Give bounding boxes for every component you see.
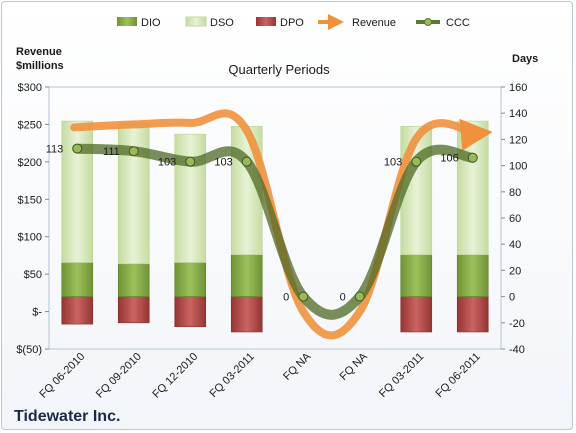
- x-tick-label: FQ 03-2011: [377, 351, 426, 400]
- ccc-data-label: 113: [46, 144, 64, 156]
- plot-title: Quarterly Periods: [228, 62, 330, 77]
- right-axis-title: Days: [512, 53, 538, 65]
- legend-label-dio: DIO: [141, 17, 161, 29]
- left-tick-label: $250: [18, 119, 42, 131]
- dso-bar: [174, 133, 207, 263]
- right-tick-label: 60: [509, 213, 521, 225]
- ccc-data-label: 103: [214, 157, 232, 169]
- dso-bar: [456, 120, 489, 255]
- left-axis: $(50) $- $50 $100 $150 $200 $250 $300: [16, 82, 49, 356]
- x-tick-label: FQ 06-2011: [433, 351, 482, 400]
- lines: 113 111 103 103 0 0 103 106: [46, 109, 493, 340]
- right-tick-label: 100: [509, 161, 527, 173]
- right-tick-label: 40: [509, 239, 521, 251]
- x-tick-label: FQ 03-2011: [207, 351, 256, 400]
- right-tick-label: 160: [509, 82, 527, 94]
- legend-label-dso: DSO: [210, 17, 234, 29]
- x-axis: FQ 06-2010 FQ 09-2010 FQ 12-2010 FQ 03-2011…: [37, 350, 482, 400]
- dio-bar: [456, 254, 489, 297]
- ccc-data-label: 0: [340, 292, 346, 304]
- left-tick-label: $50: [24, 269, 42, 281]
- dio-bar: [61, 262, 94, 297]
- legend-swatch-dpo: [256, 17, 276, 26]
- dpo-bar: [174, 296, 207, 328]
- ccc-line: [72, 143, 478, 320]
- dio-bar: [400, 254, 433, 297]
- ccc-data-label: 106: [440, 153, 458, 165]
- right-tick-label: -40: [509, 344, 525, 356]
- legend-swatch-dso: [185, 16, 207, 27]
- company-name: Tidewater Inc.: [14, 408, 120, 425]
- dpo-bar: [400, 296, 433, 333]
- dio-bar: [230, 254, 263, 297]
- right-tick-label: 0: [509, 292, 515, 304]
- left-axis-title-line2: $millions: [16, 60, 64, 72]
- dso-bar: [61, 120, 94, 263]
- legend-swatch-dio: [117, 17, 137, 26]
- legend-label-revenue: Revenue: [352, 17, 396, 29]
- dpo-bar: [117, 296, 150, 324]
- ccc-data-label: 0: [283, 292, 289, 304]
- x-tick-label: FQ 12-2010: [150, 351, 200, 401]
- ccc-point: [185, 156, 196, 167]
- ccc-point: [128, 146, 139, 157]
- x-tick-label: FQ 06-2010: [37, 351, 87, 401]
- left-tick-label: $300: [18, 82, 42, 94]
- x-tick-label: FQ NA: [281, 350, 314, 383]
- ccc-point: [354, 291, 365, 302]
- x-tick-label: FQ NA: [338, 350, 371, 383]
- left-axis-title-line1: Revenue: [16, 46, 62, 58]
- dpo-bar: [456, 296, 489, 333]
- left-tick-label: $(50): [16, 344, 42, 356]
- right-tick-label: 140: [509, 108, 527, 120]
- left-tick-label: $-: [32, 307, 42, 319]
- dio-bar: [174, 262, 207, 297]
- right-tick-label: 20: [509, 265, 521, 277]
- right-tick-label: -20: [509, 318, 525, 330]
- right-tick-label: 80: [509, 187, 521, 199]
- left-tick-label: $200: [18, 157, 42, 169]
- ccc-point: [411, 156, 422, 167]
- ccc-point: [72, 143, 83, 154]
- dpo-bar: [230, 296, 263, 333]
- ccc-point: [241, 156, 252, 167]
- ccc-point: [467, 152, 478, 163]
- right-axis: -40 -20 0 20 40 60 80 100 120 140 160: [501, 82, 527, 356]
- left-tick-label: $150: [18, 194, 42, 206]
- ccc-data-label: 111: [103, 146, 120, 158]
- x-tick-label: FQ 09-2010: [94, 351, 144, 401]
- ccc-data-label: 103: [158, 157, 176, 169]
- legend-label-dpo: DPO: [280, 17, 304, 29]
- dso-bar: [117, 123, 150, 265]
- ccc-point: [298, 291, 309, 302]
- legend: DIO DSO DPO Revenue CCC: [117, 14, 470, 30]
- ccc-data-label: 103: [384, 157, 402, 169]
- dpo-bar: [61, 296, 94, 325]
- left-tick-label: $100: [18, 232, 42, 244]
- right-tick-label: 120: [509, 134, 527, 146]
- legend-label-ccc: CCC: [446, 17, 470, 29]
- legend-swatch-ccc-marker: [424, 18, 432, 26]
- dio-bar: [117, 263, 150, 297]
